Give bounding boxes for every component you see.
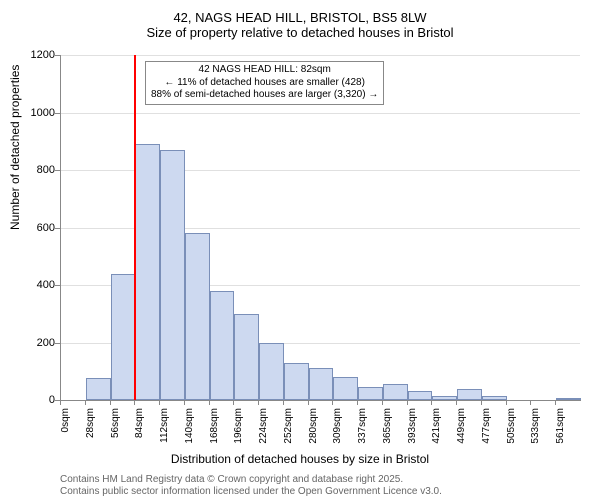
- y-tick-label: 800: [37, 164, 55, 176]
- histogram-bar: [408, 391, 433, 400]
- y-tick-label: 600: [37, 222, 55, 234]
- histogram-bar: [432, 396, 457, 400]
- x-axis-label: Distribution of detached houses by size …: [0, 452, 600, 466]
- histogram-bar: [210, 291, 235, 400]
- x-tick-label: 309sqm: [332, 408, 343, 448]
- histogram-bar: [86, 378, 111, 400]
- footer-line-2: Contains public sector information licen…: [60, 486, 442, 497]
- x-tick-label: 533sqm: [530, 408, 541, 448]
- chart-container: 42, NAGS HEAD HILL, BRISTOL, BS5 8LW Siz…: [0, 0, 600, 500]
- plot-area: 42 NAGS HEAD HILL: 82sqm ← 11% of detach…: [60, 55, 581, 401]
- x-tick-label: 56sqm: [110, 408, 121, 448]
- histogram-bar: [457, 389, 482, 401]
- y-tick-label: 200: [37, 337, 55, 349]
- x-tick-label: 84sqm: [134, 408, 145, 448]
- x-tick-label: 0sqm: [60, 408, 71, 448]
- y-axis-label: Number of detached properties: [8, 65, 22, 230]
- chart-title-sub: Size of property relative to detached ho…: [0, 25, 600, 45]
- histogram-bar: [383, 384, 408, 400]
- histogram-bar: [135, 144, 160, 400]
- histogram-bar: [284, 363, 309, 400]
- x-tick-label: 561sqm: [555, 408, 566, 448]
- y-tick-label: 1200: [31, 49, 55, 61]
- x-tick-label: 280sqm: [308, 408, 319, 448]
- x-tick-label: 28sqm: [85, 408, 96, 448]
- annotation-line-1: 42 NAGS HEAD HILL: 82sqm: [151, 64, 378, 77]
- annotation-line-2: ← 11% of detached houses are smaller (42…: [151, 77, 378, 90]
- histogram-bar: [185, 233, 210, 400]
- histogram-bar: [333, 377, 358, 400]
- histogram-bar: [358, 387, 383, 400]
- x-tick-label: 224sqm: [258, 408, 269, 448]
- histogram-bar: [482, 396, 507, 400]
- x-tick-label: 168sqm: [209, 408, 220, 448]
- chart-title-main: 42, NAGS HEAD HILL, BRISTOL, BS5 8LW: [0, 0, 600, 25]
- histogram-bar: [234, 314, 259, 400]
- x-tick-label: 196sqm: [233, 408, 244, 448]
- x-tick-label: 252sqm: [283, 408, 294, 448]
- histogram-bar: [111, 274, 136, 401]
- annotation-line-3: 88% of semi-detached houses are larger (…: [151, 89, 378, 102]
- x-tick-label: 140sqm: [184, 408, 195, 448]
- footer-line-1: Contains HM Land Registry data © Crown c…: [60, 474, 403, 485]
- x-tick-label: 393sqm: [407, 408, 418, 448]
- x-tick-label: 477sqm: [481, 408, 492, 448]
- y-tick-label: 1000: [31, 107, 55, 119]
- histogram-bar: [309, 368, 334, 400]
- y-tick-label: 0: [49, 394, 55, 406]
- x-tick-label: 505sqm: [506, 408, 517, 448]
- x-tick-label: 421sqm: [431, 408, 442, 448]
- histogram-bar: [259, 343, 284, 401]
- x-tick-label: 365sqm: [382, 408, 393, 448]
- x-tick-label: 112sqm: [159, 408, 170, 448]
- x-tick-label: 337sqm: [357, 408, 368, 448]
- annotation-box: 42 NAGS HEAD HILL: 82sqm ← 11% of detach…: [145, 61, 384, 105]
- marker-line: [134, 55, 136, 400]
- histogram-bar: [160, 150, 185, 400]
- histogram-bar: [556, 398, 581, 400]
- y-tick-label: 400: [37, 279, 55, 291]
- x-tick-label: 449sqm: [456, 408, 467, 448]
